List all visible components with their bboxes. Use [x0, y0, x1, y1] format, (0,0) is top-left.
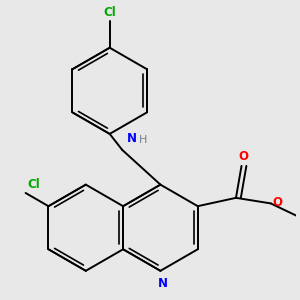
Text: N: N: [127, 132, 137, 145]
Text: Cl: Cl: [103, 5, 116, 19]
Text: H: H: [139, 135, 147, 145]
Text: O: O: [238, 150, 248, 163]
Text: O: O: [272, 196, 282, 208]
Text: N: N: [158, 277, 167, 290]
Text: Cl: Cl: [27, 178, 40, 191]
